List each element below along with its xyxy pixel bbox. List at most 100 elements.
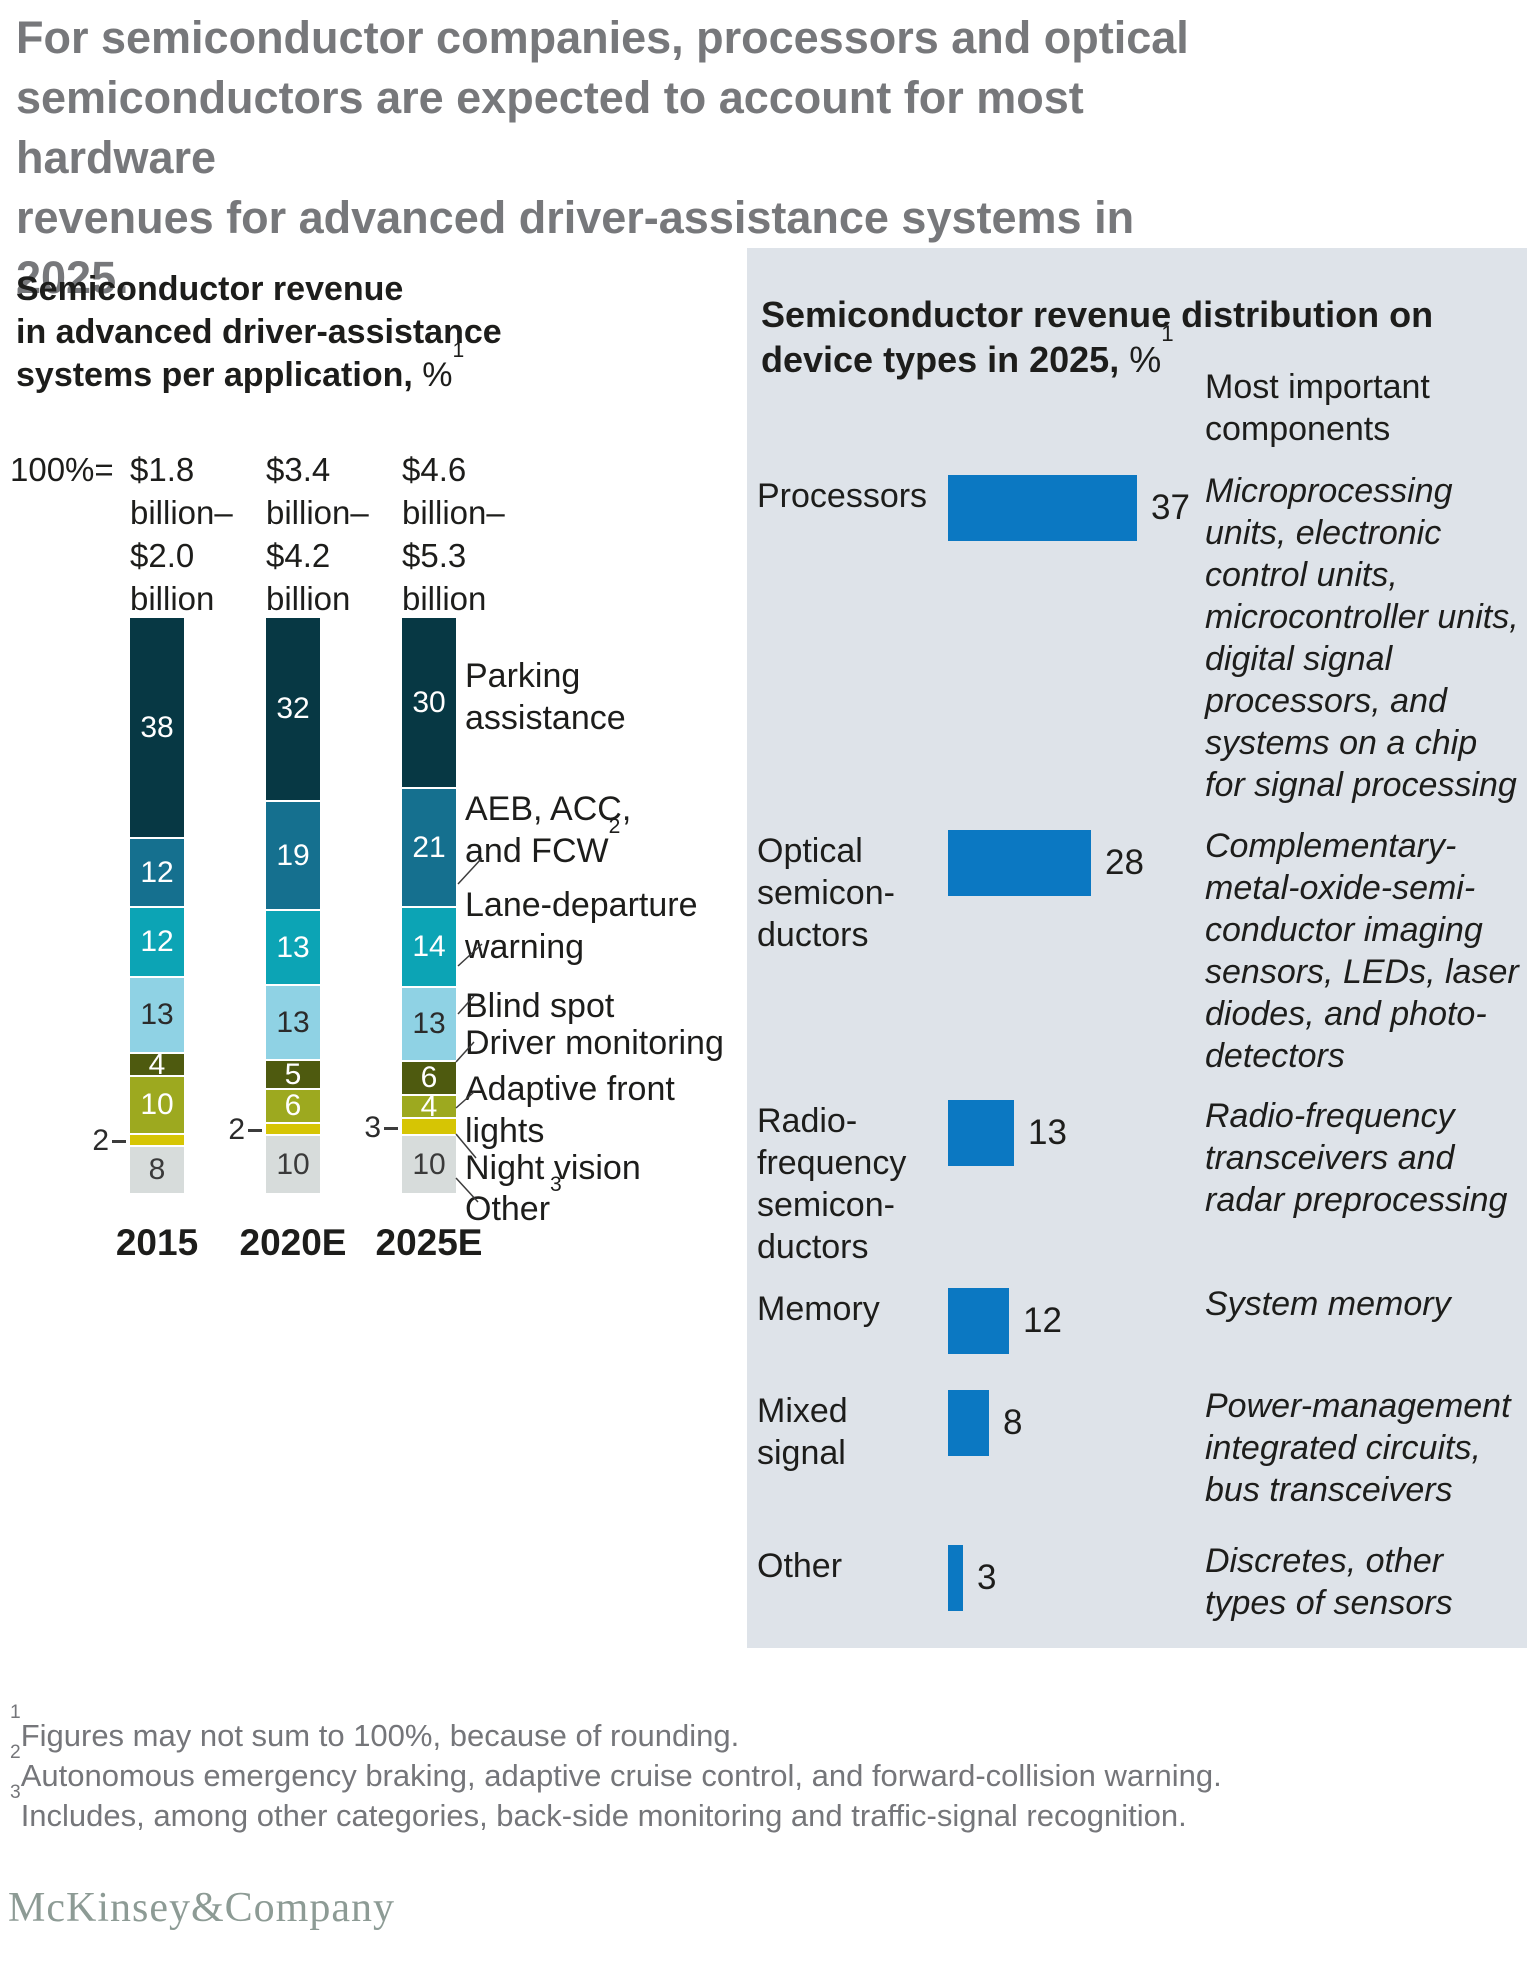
bar-segment-parking-assistance: 38 [130, 618, 184, 839]
footnote-1-text: Figures may not sum to 100%, because of … [20, 1718, 740, 1753]
segment-value: 30 [412, 685, 446, 719]
segment-value: 10 [412, 1147, 446, 1181]
bar-segment-driver-monitoring: 6 [402, 1062, 456, 1096]
bar-segment-night-vision [402, 1119, 456, 1136]
bar-segment-blind-spot: 13 [266, 986, 320, 1061]
outside-segment-value: 2 [200, 1113, 262, 1146]
category-description-mixed: Power-management integrated circuits, bu… [1205, 1387, 1511, 1509]
outside-segment-value: 3 [336, 1111, 398, 1144]
page-title: For semiconductor companies, processors … [16, 12, 1189, 303]
bar-value-other: 3 [977, 1558, 997, 1597]
segment-value: 6 [284, 1089, 302, 1122]
column-total-2015: $1.8 billion– $2.0 billion [130, 451, 233, 617]
bar-segment-driver-monitoring: 4 [130, 1049, 184, 1079]
right-panel-title: Semiconductor revenue distribution on de… [761, 292, 1461, 382]
bar-segment-lane-departure-warning: 12 [130, 908, 184, 978]
components-column-header: Most important components [1205, 368, 1430, 448]
segment-label-driver: Driver monitoring [465, 1024, 724, 1062]
outside-segment-value: 2 [64, 1124, 126, 1157]
footnote-2-marker: 2 [10, 1742, 21, 1764]
axis-year-2025e: 2025E [375, 1222, 483, 1263]
segment-label-parking: Parking assistance [465, 657, 626, 737]
bar-segment-lane-departure-warning: 13 [266, 911, 320, 986]
bar-segment-parking-assistance: 30 [402, 618, 456, 789]
value-bar-memory [948, 1288, 1009, 1354]
category-label-other: Other [757, 1547, 843, 1585]
segment-value: 4 [420, 1089, 438, 1123]
segment-value: 12 [140, 925, 174, 958]
segment-value: 14 [412, 930, 446, 963]
category-description-processors: Microprocessing units, electronic contro… [1205, 472, 1519, 804]
segment-value: 10 [140, 1088, 174, 1121]
footnote-1-marker: 1 [10, 1702, 21, 1724]
footnote-1: 1Figures may not sum to 100%, because of… [10, 1703, 1410, 1756]
segment-value: 8 [148, 1153, 166, 1186]
segment-label-adaptive: Adaptive front lights [465, 1070, 675, 1150]
bar-segment-other: 10 [266, 1136, 320, 1193]
left-chart-title-footnote-marker: 1 [452, 338, 465, 362]
category-label-rf: Radio- frequency semicon- ductors [757, 1102, 907, 1266]
column-total-2025e: $4.6 billion– $5.3 billion [402, 451, 505, 617]
segment-label-aeb: AEB, ACC, and FCW2 [465, 790, 632, 870]
bar-segment-adaptive-front-lights: 10 [130, 1077, 184, 1135]
category-label-mixed: Mixed signal [757, 1392, 848, 1472]
bar-segment-driver-monitoring: 5 [266, 1057, 320, 1091]
segment-value: 19 [276, 838, 310, 872]
bar-segment-parking-assistance: 32 [266, 618, 320, 802]
bar-segment-adaptive-front-lights: 6 [266, 1090, 320, 1124]
segment-value: 4 [148, 1047, 166, 1081]
left-chart-title-bold: Semiconductor revenue in advanced driver… [16, 270, 502, 394]
right-panel-title-footnote-marker: 1 [1161, 320, 1174, 346]
bar-segment-blind-spot: 13 [130, 978, 184, 1054]
right-panel-title-bold: Semiconductor revenue distribution on de… [761, 294, 1434, 380]
bar-value-mixed: 8 [1003, 1403, 1023, 1442]
footnote-2-text: Autonomous emergency braking, adaptive c… [20, 1758, 1222, 1793]
category-label-optical: Optical semicon- ductors [757, 832, 895, 954]
bar-value-optical: 28 [1105, 843, 1144, 882]
value-bar-optical [948, 830, 1091, 896]
bar-segment-aeb-acc-and-fcw: 19 [266, 802, 320, 911]
category-description-other: Discretes, other types of sensors [1205, 1542, 1453, 1622]
right-panel-title-unit: % [1119, 339, 1162, 380]
base-100-label: 100%= [10, 451, 114, 488]
value-bar-processors [948, 475, 1137, 541]
segment-label-blindspot: Blind spot [465, 987, 615, 1025]
category-description-memory: System memory [1205, 1285, 1451, 1323]
footnote-3-text: Includes, among other categories, back-s… [20, 1798, 1187, 1833]
segment-value: 13 [276, 930, 310, 964]
footnote-3-marker: 3 [10, 1782, 21, 1804]
bar-segment-night-vision [130, 1135, 184, 1147]
segment-value: 13 [412, 1007, 446, 1040]
value-bar-mixed [948, 1390, 989, 1456]
category-description-rf: Radio-frequency transceivers and radar p… [1205, 1097, 1508, 1219]
left-chart-title: Semiconductor revenue in advanced driver… [16, 268, 536, 397]
bar-segment-adaptive-front-lights: 4 [402, 1091, 456, 1121]
value-bar-other [948, 1545, 963, 1611]
bar-segment-aeb-acc-and-fcw: 12 [130, 839, 184, 908]
bar-value-memory: 12 [1023, 1301, 1062, 1340]
segment-value: 21 [412, 830, 446, 864]
bar-segment-lane-departure-warning: 14 [402, 908, 456, 988]
bar-segment-other: 10 [402, 1136, 456, 1193]
segment-value: 5 [284, 1057, 302, 1091]
bar-value-rf: 13 [1028, 1113, 1067, 1152]
stacked-bar-2015: 38 12 12 13 4 10 8 [130, 618, 184, 1193]
mckinsey-logo: McKinsey&Company [8, 1885, 395, 1931]
bar-value-processors: 37 [1151, 488, 1190, 527]
footnote-2: 2Autonomous emergency braking, adaptive … [10, 1743, 1410, 1796]
footnote-3: 3Includes, among other categories, back-… [10, 1783, 1410, 1836]
segment-value: 6 [420, 1061, 438, 1094]
bar-segment-blind-spot: 13 [402, 988, 456, 1062]
value-bar-rf [948, 1100, 1014, 1166]
bar-segment-aeb-acc-and-fcw: 21 [402, 789, 456, 908]
segment-value: 13 [140, 998, 174, 1031]
column-total-2020e: $3.4 billion– $4.2 billion [266, 451, 369, 617]
segment-value: 32 [276, 692, 310, 725]
right-panel: Semiconductor revenue distribution on de… [747, 248, 1527, 1648]
category-label-processors: Processors [757, 477, 928, 515]
bar-segment-night-vision [266, 1124, 320, 1136]
segment-value: 13 [276, 1005, 310, 1039]
axis-year-2020e: 2020E [239, 1222, 347, 1263]
segment-label-night: Night vision [465, 1149, 641, 1187]
